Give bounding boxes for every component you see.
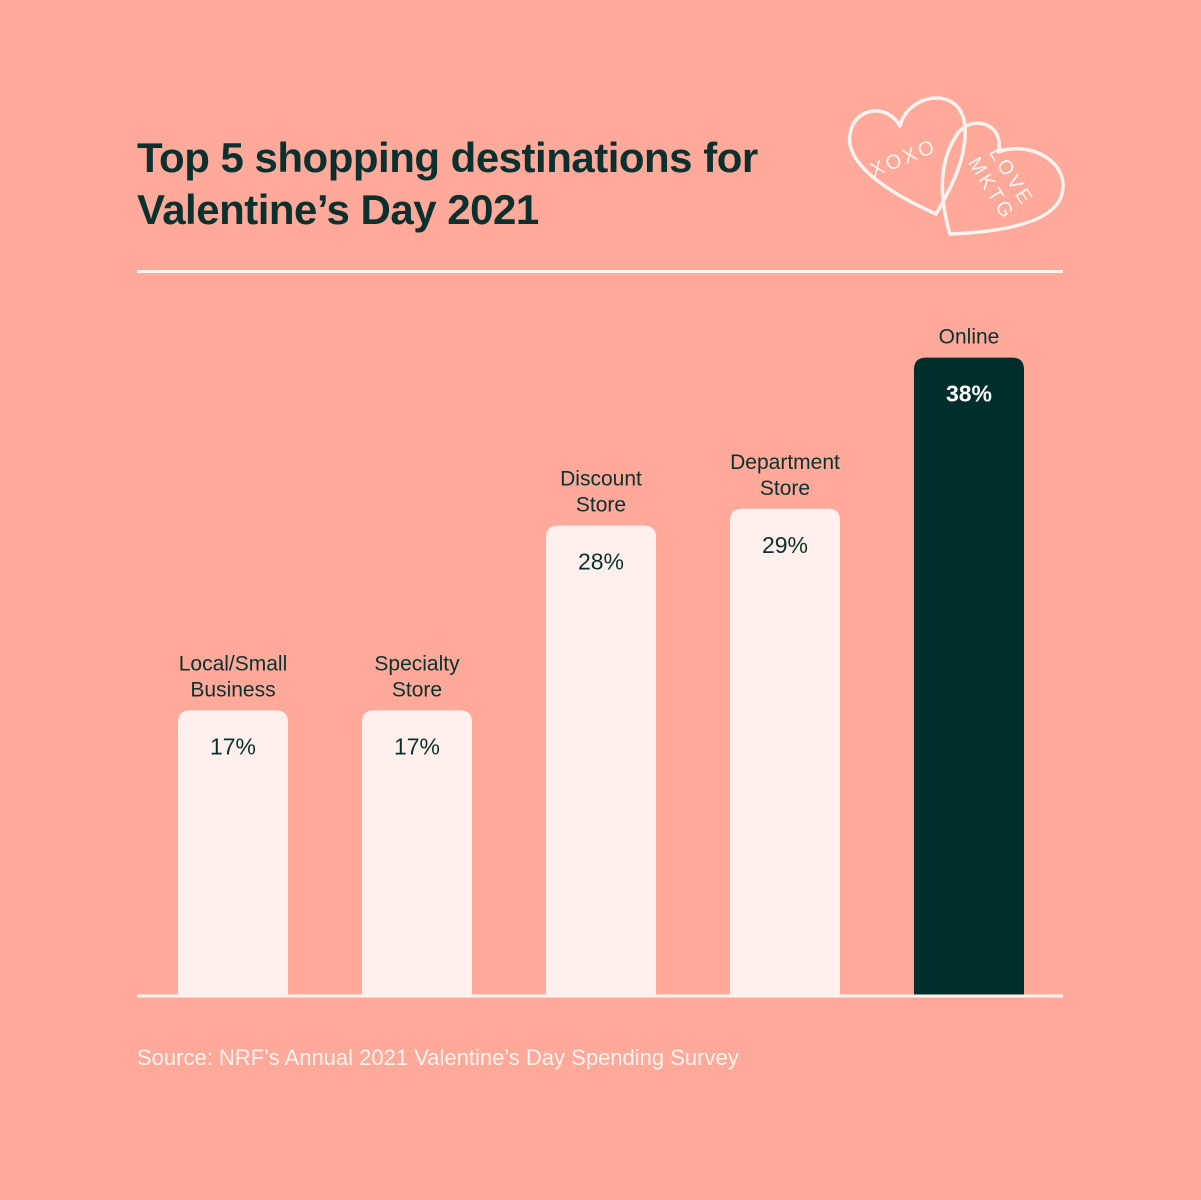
bar-category-label-2-line-0: Discount — [560, 468, 642, 491]
bar-4 — [914, 357, 1024, 997]
chart-title-line-1: Top 5 shopping destinations for — [137, 134, 758, 181]
bar-category-label-2-line-1: Store — [576, 494, 626, 517]
bar-category-label-1-line-0: Specialty — [374, 652, 460, 675]
left-heart-icon — [847, 96, 967, 216]
bar-value-label-3: 29% — [762, 532, 808, 558]
bar-category-label-1-line-1: Store — [392, 678, 442, 701]
bar-category-label-0-line-1: Business — [190, 678, 275, 701]
bars: 17% Local/Small Business 17% Specialty Store 2… — [178, 326, 1024, 997]
bar-category-label-4-line-0: Online — [939, 326, 1000, 349]
bar-3 — [730, 508, 840, 996]
title-divider — [137, 270, 1063, 273]
bar-value-label-1: 17% — [394, 733, 440, 759]
source-note: Source: NRF’s Annual 2021 Valentine’s Da… — [137, 1045, 739, 1070]
bar-value-label-0: 17% — [210, 733, 256, 759]
bar-0 — [178, 710, 288, 996]
xoxo-love-hearts-logo: XOXO LOVE MKTG — [847, 96, 1065, 236]
bar-2 — [546, 525, 656, 996]
bar-value-label-4: 38% — [946, 381, 992, 407]
chart-title-line-2: Valentine’s Day 2021 — [137, 186, 539, 233]
bar-category-label-3-line-1: Store — [760, 477, 810, 500]
bar-category-label-3-line-0: Department — [730, 451, 840, 474]
bar-1 — [362, 710, 472, 996]
bar-value-label-2: 28% — [578, 549, 624, 575]
bar-category-label-0-line-0: Local/Small — [179, 652, 288, 675]
chart-title: Top 5 shopping destinations for Valentin… — [137, 132, 837, 236]
right-heart-icon — [940, 121, 1065, 236]
